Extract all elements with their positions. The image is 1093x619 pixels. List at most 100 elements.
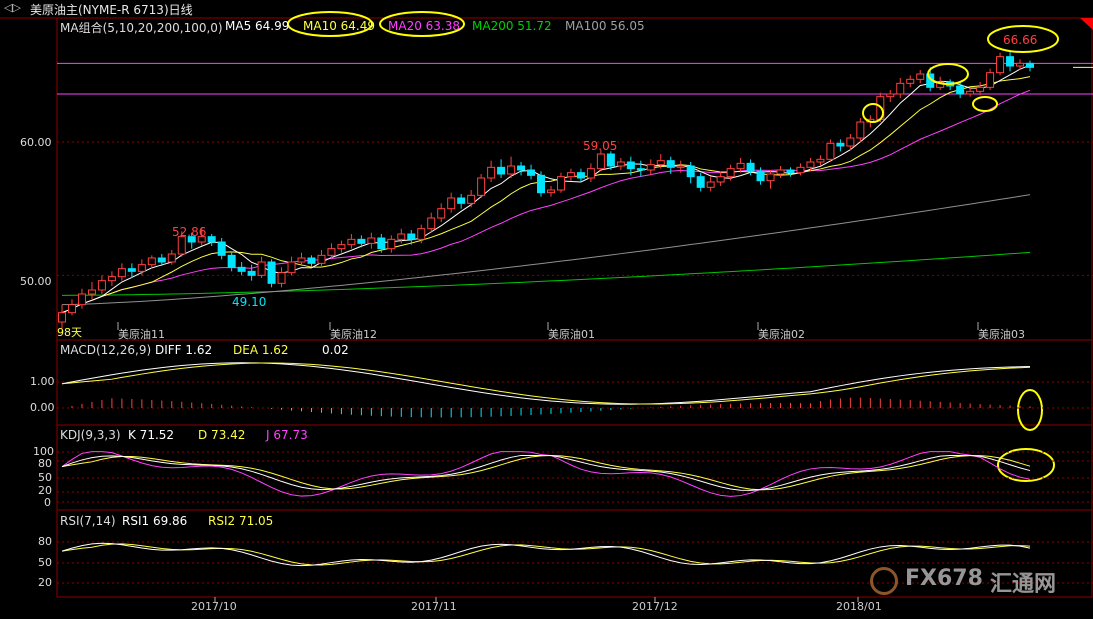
candle (127, 268, 136, 272)
candle (477, 177, 486, 196)
y-tick: 80 (38, 457, 52, 470)
contract-label: 美原油03 (978, 328, 1025, 341)
highlight-ellipse (997, 448, 1055, 482)
ma10-line (61, 76, 1031, 314)
candle (277, 272, 286, 284)
candle (467, 194, 476, 204)
candle (537, 174, 546, 194)
ma100-line (61, 194, 1031, 306)
ma200-value: MA200 51.72 (472, 19, 552, 33)
chart-title: 美原油主(NYME-R 6713)日线 (30, 3, 193, 17)
candle (317, 254, 326, 264)
candle (147, 257, 156, 266)
candle (387, 238, 396, 250)
candle (646, 164, 655, 171)
candle (826, 142, 835, 160)
rsi1-value: RSI1 69.86 (122, 514, 188, 528)
corner-marker (1080, 18, 1093, 30)
j-line (61, 451, 1031, 497)
macd-dea: DEA 1.62 (233, 343, 289, 357)
candle (986, 72, 995, 88)
candle (117, 268, 126, 278)
candle (546, 189, 555, 194)
candle (237, 266, 246, 272)
candle (1006, 56, 1015, 67)
candle (816, 158, 825, 163)
highlight-ellipse (862, 103, 884, 123)
ma20-value: MA20 63.38 (388, 19, 460, 33)
candle (706, 181, 715, 188)
candle (357, 238, 366, 244)
ma5-value: MA5 64.99 (225, 19, 290, 33)
candle (796, 166, 805, 174)
macd-diff: DIFF 1.62 (155, 343, 213, 357)
candle (297, 257, 306, 263)
candle (856, 121, 865, 139)
panel-frame (56, 509, 1093, 598)
watermark-text: FX678 (905, 566, 983, 591)
candle (527, 169, 536, 176)
annotation-high: 66.66 (1003, 33, 1038, 47)
candle (287, 261, 296, 274)
candle (427, 217, 436, 230)
candle (676, 165, 685, 168)
candle (906, 78, 915, 84)
candle (167, 253, 176, 263)
candle (87, 289, 96, 295)
candle (1016, 62, 1025, 67)
candle (267, 261, 276, 284)
candle (576, 172, 585, 179)
candle (58, 312, 66, 323)
candle (556, 176, 565, 191)
candle (417, 228, 426, 240)
candle (606, 153, 615, 167)
rsi1-line (61, 542, 1031, 567)
candle (257, 261, 266, 276)
y-tick: 0.00 (30, 401, 55, 414)
contract-label: 美原油11 (118, 328, 165, 341)
candle (846, 137, 855, 147)
y-tick: 20 (38, 576, 52, 589)
y-tick: 50 (38, 471, 52, 484)
highlight-ellipse (927, 63, 969, 85)
candle (586, 168, 595, 179)
x-tick: 2017/12 (632, 600, 678, 613)
arrows-icon[interactable]: ◁▷ (4, 1, 21, 14)
candle (696, 176, 705, 188)
candle (247, 270, 256, 276)
y-tick: 1.00 (30, 375, 55, 388)
candle (337, 244, 346, 250)
dea-line (61, 362, 1031, 405)
candle (157, 257, 166, 263)
y-tick: 0 (44, 496, 51, 509)
candle (916, 73, 925, 80)
candle (517, 165, 526, 171)
y-tick: 50 (38, 556, 52, 569)
candle (716, 176, 725, 183)
candle (347, 238, 356, 246)
candle (596, 153, 605, 170)
candle (437, 208, 446, 219)
ma-label: MA组合(5,10,20,200,100,0) (60, 21, 223, 35)
highlight-ellipse (379, 11, 465, 37)
candle (497, 166, 506, 175)
days-label: 98天 (57, 326, 82, 339)
candle (487, 166, 496, 179)
candle (1026, 62, 1034, 68)
x-tick: 2017/10 (191, 600, 237, 613)
candle (97, 280, 106, 291)
candle (197, 236, 206, 243)
contract-label: 美原油02 (758, 328, 805, 341)
annotation-high: 52.86 (172, 225, 207, 239)
candle (756, 170, 765, 182)
y-tick: 100 (33, 445, 54, 458)
candle (227, 254, 236, 268)
candle (187, 236, 196, 243)
candle (686, 165, 695, 178)
candle (956, 85, 965, 95)
kdj-d: D 73.42 (198, 428, 246, 442)
contract-label: 美原油12 (330, 328, 377, 341)
contract-label: 美原油01 (548, 328, 595, 341)
